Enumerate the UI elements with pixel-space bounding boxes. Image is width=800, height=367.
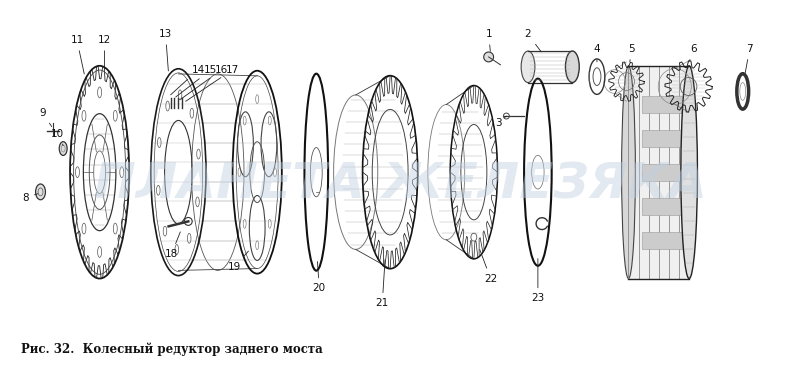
Ellipse shape bbox=[36, 184, 46, 200]
Ellipse shape bbox=[566, 51, 579, 83]
Text: 8: 8 bbox=[22, 193, 38, 203]
Ellipse shape bbox=[484, 52, 494, 62]
Text: 6: 6 bbox=[690, 44, 697, 61]
Polygon shape bbox=[642, 198, 686, 215]
Text: 20: 20 bbox=[313, 262, 326, 293]
Text: 17: 17 bbox=[186, 65, 239, 101]
Text: 10: 10 bbox=[50, 129, 64, 146]
Ellipse shape bbox=[59, 142, 67, 156]
Text: 7: 7 bbox=[746, 44, 753, 73]
Text: ПЛАНЕТА ЖЕЛЕЗЯКА: ПЛАНЕТА ЖЕЛЕЗЯКА bbox=[94, 161, 706, 209]
Polygon shape bbox=[642, 232, 686, 250]
Text: 19: 19 bbox=[228, 251, 249, 272]
Text: 9: 9 bbox=[39, 108, 52, 127]
Text: 15: 15 bbox=[176, 65, 218, 97]
Polygon shape bbox=[642, 130, 686, 148]
Text: 11: 11 bbox=[70, 35, 84, 74]
Text: 4: 4 bbox=[594, 44, 600, 62]
Text: 23: 23 bbox=[531, 259, 545, 303]
Polygon shape bbox=[642, 95, 686, 113]
Text: 18: 18 bbox=[165, 232, 180, 259]
Polygon shape bbox=[642, 164, 686, 181]
Text: 16: 16 bbox=[181, 65, 228, 99]
Text: 1: 1 bbox=[486, 29, 492, 51]
Text: 3: 3 bbox=[495, 116, 506, 128]
Ellipse shape bbox=[622, 66, 635, 279]
Text: 22: 22 bbox=[480, 250, 498, 284]
Polygon shape bbox=[629, 66, 689, 279]
Text: 5: 5 bbox=[628, 44, 634, 62]
Text: 21: 21 bbox=[376, 259, 389, 308]
Text: 2: 2 bbox=[525, 29, 541, 52]
Text: 13: 13 bbox=[159, 29, 172, 71]
Ellipse shape bbox=[521, 51, 535, 83]
Text: 14: 14 bbox=[170, 65, 205, 95]
Text: 12: 12 bbox=[98, 35, 111, 69]
Text: Рис. 32.  Колесный редуктор заднего моста: Рис. 32. Колесный редуктор заднего моста bbox=[21, 343, 322, 356]
Ellipse shape bbox=[681, 66, 698, 279]
